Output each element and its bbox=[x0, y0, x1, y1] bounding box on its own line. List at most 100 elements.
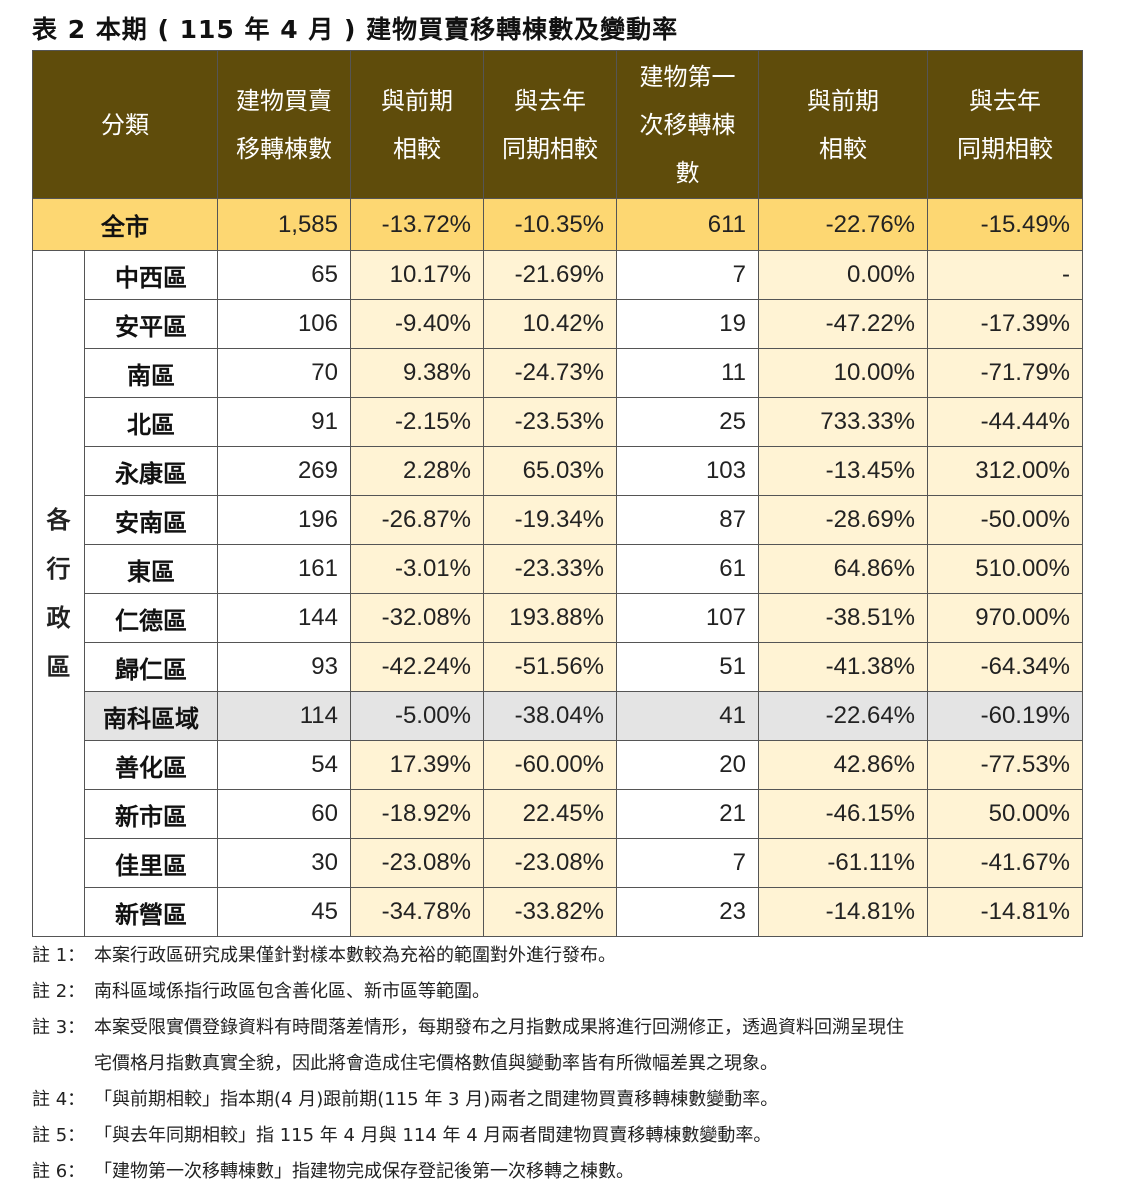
total-row: 全市 1,585 -13.72% -10.35% 611 -22.76% -15… bbox=[32, 198, 1083, 251]
table-cell: 10.42% bbox=[483, 299, 617, 349]
table-cell: -42.24% bbox=[350, 642, 484, 692]
district-name: 安平區 bbox=[84, 299, 218, 349]
table-cell: 269 bbox=[217, 446, 351, 496]
table-cell: 42.86% bbox=[758, 740, 928, 790]
total-cell: -15.49% bbox=[927, 198, 1083, 251]
footnote-text: 本案受限實價登錄資料有時間落差情形，每期發布之月指數成果將進行回溯修正，透過資料… bbox=[94, 1017, 904, 1038]
table-cell: 103 bbox=[616, 446, 759, 496]
total-cell: -22.76% bbox=[758, 198, 928, 251]
table-row: 南區 70 9.38% -24.73% 11 10.00% -71.79% bbox=[33, 348, 1083, 398]
table-cell: 10.00% bbox=[758, 348, 928, 398]
table-cell: -13.45% bbox=[758, 446, 928, 496]
table-cell: 9.38% bbox=[350, 348, 484, 398]
district-name: 東區 bbox=[84, 544, 218, 594]
table-cell: 51 bbox=[616, 642, 759, 692]
table-row: 東區 161 -3.01% -23.33% 61 64.86% 510.00% bbox=[33, 544, 1083, 594]
footnote-key: 註 5： bbox=[32, 1125, 86, 1146]
table-row: 善化區 54 17.39% -60.00% 20 42.86% -77.53% bbox=[33, 740, 1083, 790]
table-cell: 161 bbox=[217, 544, 351, 594]
footnote: 註 6： 「建物第一次移轉棟數」指建物完成保存登記後第一次移轉之棟數。 bbox=[32, 1154, 1102, 1190]
table-cell: 64.86% bbox=[758, 544, 928, 594]
table-cell: 60 bbox=[217, 789, 351, 839]
footnote: 註 4： 「與前期相較」指本期(4 月)跟前期(115 年 3 月)兩者之間建物買… bbox=[32, 1082, 1102, 1118]
table-cell: -28.69% bbox=[758, 495, 928, 545]
table-cell: 87 bbox=[616, 495, 759, 545]
district-name: 新營區 bbox=[84, 887, 218, 937]
footnote: 註 2： 南科區域係指行政區包含善化區、新市區等範圍。 bbox=[32, 974, 1102, 1010]
footnote-key: 註 1： bbox=[32, 945, 86, 966]
table-cell: -23.08% bbox=[350, 838, 484, 888]
table-cell: -5.00% bbox=[350, 691, 484, 741]
table-cell: -9.40% bbox=[350, 299, 484, 349]
table-cell: -51.56% bbox=[483, 642, 617, 692]
table-row: 歸仁區 93 -42.24% -51.56% 51 -41.38% -64.34% bbox=[33, 642, 1083, 692]
table-cell: 30 bbox=[217, 838, 351, 888]
table-cell: -14.81% bbox=[927, 887, 1083, 937]
district-name: 北區 bbox=[84, 397, 218, 447]
table-cell: -33.82% bbox=[483, 887, 617, 937]
table-row: 永康區 269 2.28% 65.03% 103 -13.45% 312.00% bbox=[33, 446, 1083, 496]
table-row: 新營區 45 -34.78% -33.82% 23 -14.81% -14.81% bbox=[33, 887, 1083, 937]
table-row: 各行政區中西區 65 10.17% -21.69% 7 0.00% - bbox=[32, 250, 1083, 937]
table-cell: 312.00% bbox=[927, 446, 1083, 496]
table-cell: 2.28% bbox=[350, 446, 484, 496]
district-name: 仁德區 bbox=[84, 593, 218, 643]
table-cell: -38.51% bbox=[758, 593, 928, 643]
table-cell: 114 bbox=[217, 691, 351, 741]
table-cell: -34.78% bbox=[350, 887, 484, 937]
footnote-text: 「建物第一次移轉棟數」指建物完成保存登記後第一次移轉之棟數。 bbox=[94, 1161, 634, 1182]
table-cell: -14.81% bbox=[758, 887, 928, 937]
header-transfer-count: 建物買賣 移轉棟數 bbox=[217, 50, 351, 199]
header-row: 分類 建物買賣 移轉棟數 與前期 相較 與去年 同期相較 建物第一 次移轉棟 數… bbox=[32, 50, 1083, 199]
table-cell: -60.00% bbox=[483, 740, 617, 790]
table-row: 安南區 196 -26.87% -19.34% 87 -28.69% -50.00% bbox=[33, 495, 1083, 545]
table-cell: 10.17% bbox=[350, 250, 484, 300]
table-cell: 0.00% bbox=[758, 250, 928, 300]
district-name: 南科區域 bbox=[84, 691, 218, 741]
table-cell: 510.00% bbox=[927, 544, 1083, 594]
district-group-label: 各行政區 bbox=[32, 250, 85, 937]
table-cell: -17.39% bbox=[927, 299, 1083, 349]
table-row: 安平區 106 -9.40% 10.42% 19 -47.22% -17.39% bbox=[33, 299, 1083, 349]
table-cell: -41.38% bbox=[758, 642, 928, 692]
table-cell: 7 bbox=[616, 250, 759, 300]
footnote-text: 「與前期相較」指本期(4 月)跟前期(115 年 3 月)兩者之間建物買賣移轉棟… bbox=[94, 1089, 779, 1110]
table-cell: -44.44% bbox=[927, 397, 1083, 447]
header-first-yoy: 與去年 同期相較 bbox=[927, 50, 1083, 199]
table-cell: 17.39% bbox=[350, 740, 484, 790]
table-cell: -18.92% bbox=[350, 789, 484, 839]
table-cell: -61.11% bbox=[758, 838, 928, 888]
table-cell: 61 bbox=[616, 544, 759, 594]
table-cell: -32.08% bbox=[350, 593, 484, 643]
table-cell: -41.67% bbox=[927, 838, 1083, 888]
table-cell: -24.73% bbox=[483, 348, 617, 398]
table-cell: 50.00% bbox=[927, 789, 1083, 839]
table-cell: 7 bbox=[616, 838, 759, 888]
table-cell: 144 bbox=[217, 593, 351, 643]
district-name: 佳里區 bbox=[84, 838, 218, 888]
group-label-char: 行 bbox=[46, 554, 71, 583]
table-cell: 65 bbox=[217, 250, 351, 300]
table-cell: -77.53% bbox=[927, 740, 1083, 790]
footnote: 註 5： 「與去年同期相較」指 115 年 4 月與 114 年 4 月兩者間建物… bbox=[32, 1118, 1102, 1154]
footnote-key: 註 3： bbox=[32, 1017, 86, 1038]
district-name: 善化區 bbox=[84, 740, 218, 790]
footnote: 註 3： 本案受限實價登錄資料有時間落差情形，每期發布之月指數成果將進行回溯修正，… bbox=[32, 1010, 1102, 1082]
table-row: 新市區 60 -18.92% 22.45% 21 -46.15% 50.00% bbox=[33, 789, 1083, 839]
group-label-char: 各 bbox=[46, 505, 71, 534]
table-cell: -2.15% bbox=[350, 397, 484, 447]
district-name: 中西區 bbox=[84, 250, 218, 300]
footnote-text: 南科區域係指行政區包含善化區、新市區等範圍。 bbox=[94, 981, 490, 1002]
table-cell: -22.64% bbox=[758, 691, 928, 741]
header-first-count: 建物第一 次移轉棟 數 bbox=[616, 50, 759, 199]
header-transfer-mom: 與前期 相較 bbox=[350, 50, 484, 199]
table-cell: 41 bbox=[616, 691, 759, 741]
table-cell: -21.69% bbox=[483, 250, 617, 300]
table-cell: -60.19% bbox=[927, 691, 1083, 741]
table-cell: 70 bbox=[217, 348, 351, 398]
footnote-key: 註 6： bbox=[32, 1161, 86, 1182]
table-row: 仁德區 144 -32.08% 193.88% 107 -38.51% 970.00% bbox=[33, 593, 1083, 643]
table-cell: 45 bbox=[217, 887, 351, 937]
total-label: 全市 bbox=[32, 198, 218, 251]
table-cell: 11 bbox=[616, 348, 759, 398]
